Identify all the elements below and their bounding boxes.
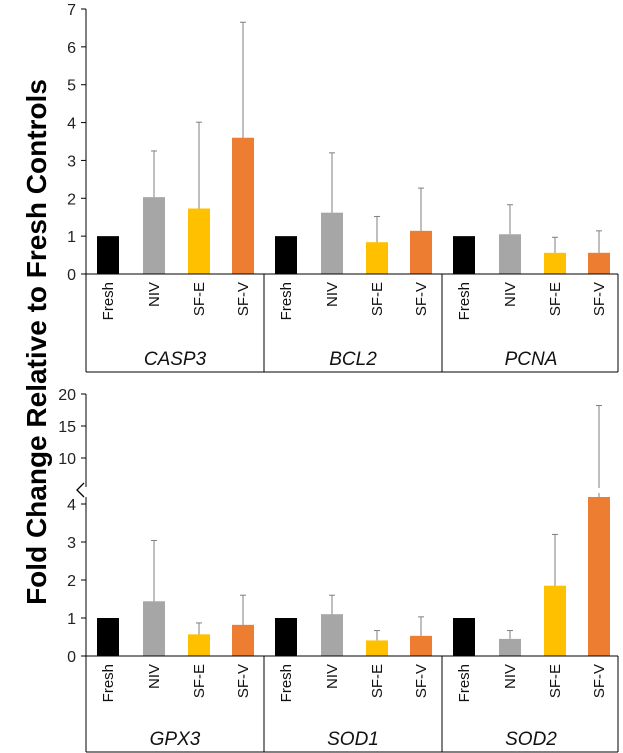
bar-bcl2-niv [321, 212, 343, 274]
top-category-label: SF-E [547, 282, 564, 316]
top-category-label: NIV [502, 282, 519, 307]
top-category-label: SF-E [369, 282, 386, 316]
bottom-y-tick-label: 3 [67, 535, 76, 552]
panel-top: 0 1 2 3 4 5 6 7 Fresh NIV SF-E SF-V CASP3 Fresh NIV SF-… [67, 2, 619, 373]
top-y-tick-label: 4 [67, 116, 76, 133]
bar-sod1-sf-e [366, 640, 388, 656]
bottom-category-label: SF-E [547, 664, 564, 698]
bar-pcna-sf-e [544, 252, 566, 274]
top-category-label: Fresh [456, 282, 473, 320]
bottom-y-tick-label: 1 [67, 611, 76, 628]
bar-gpx3-sf-e [188, 634, 210, 656]
bar-sod1-sf-v [410, 635, 432, 656]
gene-label-gpx3: GPX3 [150, 729, 201, 750]
bar-sod2-sf-e [544, 585, 566, 656]
bar-sod2-sf-v [588, 497, 610, 656]
bar-casp3-fresh [97, 236, 119, 274]
bar-pcna-niv [499, 234, 521, 274]
bar-bcl2-sf-v [410, 230, 432, 274]
top-y-tick-label: 7 [67, 2, 76, 19]
bar-casp3-sf-v [232, 137, 254, 274]
top-y-tick-label: 1 [67, 229, 76, 246]
bar-gpx3-niv [143, 601, 165, 656]
bar-casp3-sf-e [188, 208, 210, 274]
gene-label-sod1: SOD1 [327, 729, 379, 750]
bottom-category-label: NIV [502, 664, 519, 689]
y-axis-label: Fold Change Relative to Fresh Controls [21, 79, 52, 605]
top-category-label: NIV [324, 282, 341, 307]
axis-break-marker [76, 482, 85, 498]
bottom-y-tick-label: 0 [67, 649, 76, 666]
bottom-y-tick-label: 15 [58, 419, 76, 436]
bar-sod2-niv [499, 638, 521, 656]
top-category-label: NIV [146, 282, 163, 307]
gene-label-sod2: SOD2 [505, 729, 557, 750]
bar-sod2-fresh [453, 618, 475, 656]
bar-pcna-sf-v [588, 252, 610, 274]
bottom-category-label: Fresh [278, 664, 295, 702]
bar-bcl2-fresh [275, 236, 297, 274]
bar-bcl2-sf-e [366, 242, 388, 274]
bar-sod1-niv [321, 614, 343, 656]
bar-sod1-fresh [275, 618, 297, 656]
bottom-y-tick-label: 20 [58, 387, 76, 404]
bottom-category-label: SF-E [191, 664, 208, 698]
panel-bottom: 0 1 2 3 4 10 15 20 Fresh NIV SF-E SF-V GPX3 Fresh NIV S… [58, 387, 619, 753]
top-category-label: SF-V [235, 282, 252, 316]
top-y-tick-label: 2 [67, 191, 76, 208]
bottom-y-tick-label: 4 [67, 497, 76, 514]
top-category-label: SF-V [413, 282, 430, 316]
bottom-category-label: NIV [146, 664, 163, 689]
bottom-category-label: SF-V [591, 664, 608, 698]
bottom-y-tick-label: 2 [67, 573, 76, 590]
bar-break-gap [587, 488, 611, 493]
bar-gpx3-fresh [97, 618, 119, 656]
bottom-category-label: SF-V [413, 664, 430, 698]
top-category-label: SF-V [591, 282, 608, 316]
gene-label-casp3: CASP3 [144, 349, 207, 370]
top-category-label: Fresh [278, 282, 295, 320]
gene-label-pcna: PCNA [505, 349, 558, 370]
top-y-tick-label: 6 [67, 40, 76, 57]
bar-pcna-fresh [453, 236, 475, 274]
bottom-category-label: Fresh [456, 664, 473, 702]
top-category-label: Fresh [100, 282, 117, 320]
top-y-tick-label: 5 [67, 78, 76, 95]
bottom-category-label: NIV [324, 664, 341, 689]
gene-label-bcl2: BCL2 [329, 349, 377, 370]
top-y-tick-label: 0 [67, 267, 76, 284]
bar-casp3-niv [143, 197, 165, 274]
bottom-y-tick-label: 10 [58, 451, 76, 468]
top-category-label: SF-E [191, 282, 208, 316]
bottom-category-label: Fresh [100, 664, 117, 702]
bottom-category-label: SF-E [369, 664, 386, 698]
bottom-category-label: SF-V [235, 664, 252, 698]
top-y-tick-label: 3 [67, 153, 76, 170]
bar-gpx3-sf-v [232, 624, 254, 656]
